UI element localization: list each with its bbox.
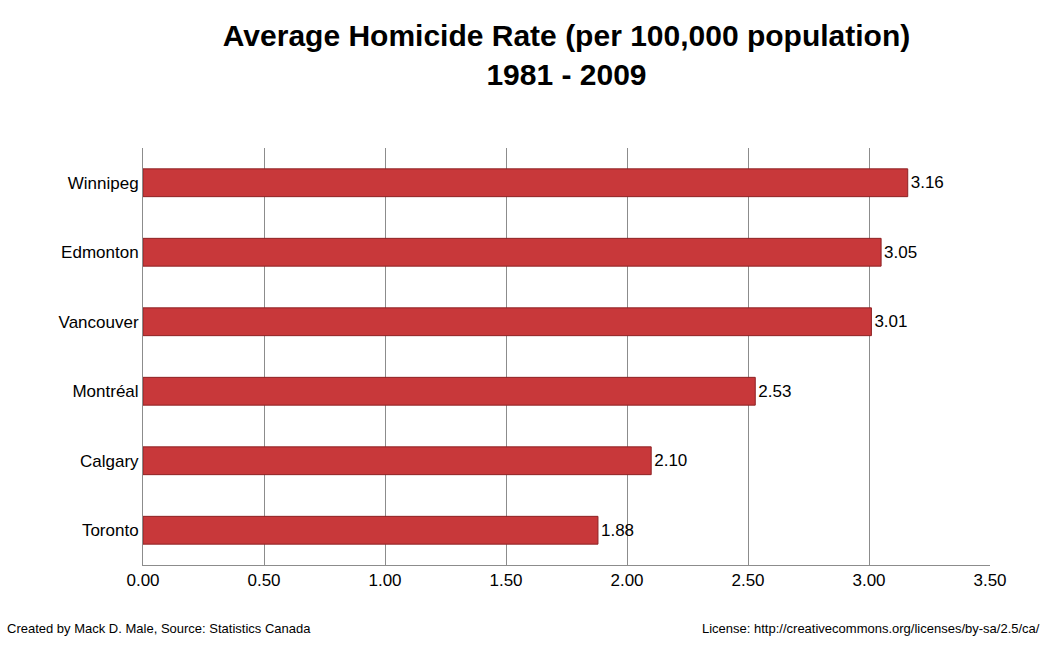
svg-text:Calgary: Calgary: [80, 452, 139, 471]
svg-text:3.50: 3.50: [973, 571, 1006, 590]
svg-text:Montréal: Montréal: [72, 382, 138, 401]
svg-text:3.01: 3.01: [874, 312, 907, 331]
svg-text:1.00: 1.00: [368, 571, 401, 590]
svg-text:3.05: 3.05: [884, 243, 917, 262]
svg-text:1.88: 1.88: [601, 521, 634, 540]
svg-text:2.10: 2.10: [654, 451, 687, 470]
svg-text:Toronto: Toronto: [82, 521, 139, 540]
svg-text:2.00: 2.00: [610, 571, 643, 590]
svg-text:Edmonton: Edmonton: [61, 243, 139, 262]
svg-text:License: http://creativecommon: License: http://creativecommons.org/lice…: [702, 621, 1040, 636]
svg-text:Vancouver: Vancouver: [59, 313, 139, 332]
svg-text:Created by Mack D. Male, Sourc: Created by Mack D. Male, Source: Statist…: [7, 621, 311, 636]
svg-text:0.00: 0.00: [126, 571, 159, 590]
svg-text:0.50: 0.50: [247, 571, 280, 590]
svg-text:3.16: 3.16: [911, 173, 944, 192]
svg-text:1.50: 1.50: [489, 571, 522, 590]
svg-text:2.50: 2.50: [731, 571, 764, 590]
svg-text:Average Homicide Rate (per 100: Average Homicide Rate (per 100,000 popul…: [223, 19, 910, 91]
svg-text:Winnipeg: Winnipeg: [68, 174, 139, 193]
svg-text:2.53: 2.53: [758, 382, 791, 401]
svg-text:3.00: 3.00: [852, 571, 885, 590]
